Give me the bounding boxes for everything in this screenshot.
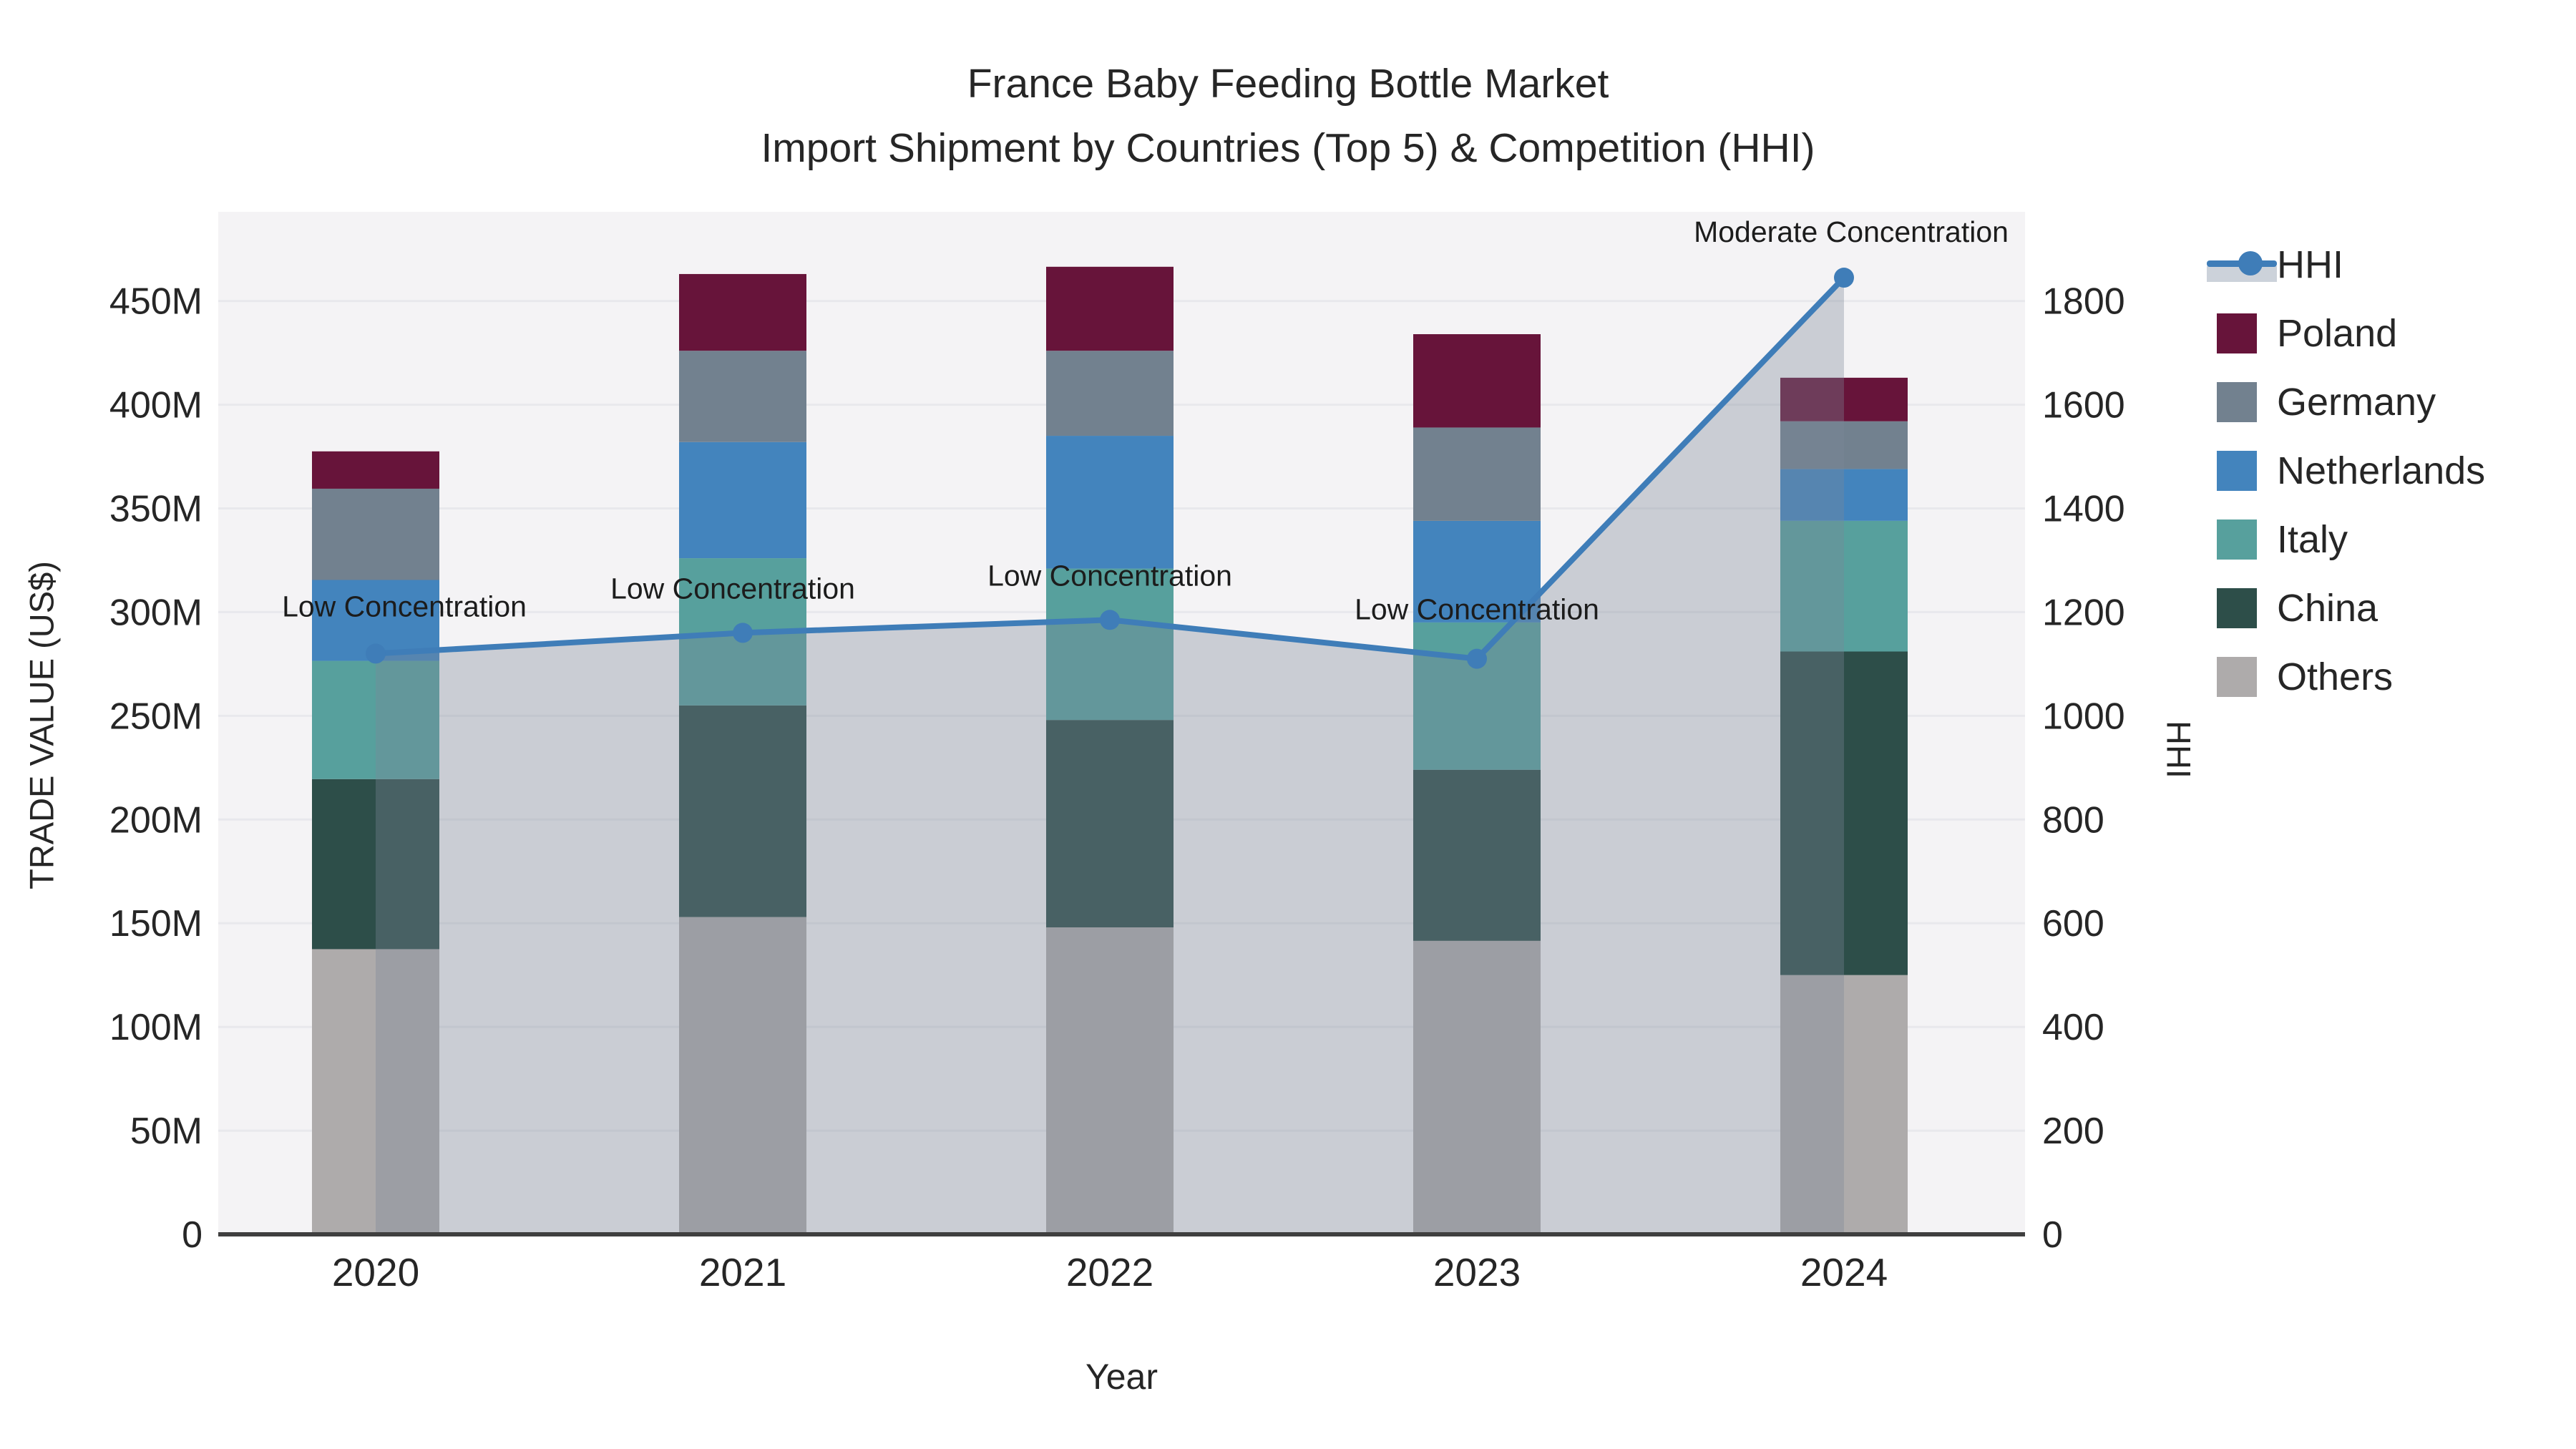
bar-segment-others-2022[interactable]: [1046, 927, 1174, 1234]
y-left-tick-label: 400M: [109, 385, 203, 426]
chart-legend: HHI Poland Germany Netherlands Italy China Oth…: [2207, 230, 2485, 711]
x-tick-label-2022: 2022: [1066, 1250, 1153, 1294]
bar-segment-italy-2023[interactable]: [1413, 622, 1541, 770]
legend-label: HHI: [2277, 243, 2343, 286]
y-left-tick-label: 450M: [109, 281, 203, 323]
bar-segment-netherlands-2022[interactable]: [1046, 436, 1174, 569]
legend-label: Netherlands: [2277, 449, 2486, 492]
y-left-tick-label: 300M: [109, 592, 203, 633]
legend-color-swatch: [2217, 451, 2257, 491]
annotation-2021: Low Concentration: [610, 572, 855, 605]
legend-item-others[interactable]: Others: [2217, 643, 2485, 711]
legend-item-poland[interactable]: Poland: [2217, 299, 2485, 368]
y-right-tick-label: 800: [2042, 799, 2104, 841]
hhi-marker-2020[interactable]: [366, 643, 386, 664]
bar-segment-netherlands-2021[interactable]: [679, 441, 806, 559]
annotation-2023: Low Concentration: [1355, 593, 1599, 626]
legend-item-germany[interactable]: Germany: [2217, 368, 2485, 436]
legend-color-swatch: [2217, 519, 2257, 560]
x-tick-label-2024: 2024: [1800, 1250, 1888, 1294]
y-right-tick-label: 400: [2042, 1007, 2104, 1048]
y-left-tick-label: 50M: [130, 1111, 203, 1152]
y-axis-right-title: HHI: [2160, 721, 2198, 779]
x-axis-title: Year: [1085, 1357, 1158, 1397]
y-axis-left-title: TRADE VALUE (US$): [22, 561, 61, 889]
bar-segment-poland-2023[interactable]: [1413, 334, 1541, 428]
y-right-tick-label: 1000: [2042, 696, 2125, 737]
bar-segment-germany-2022[interactable]: [1046, 351, 1174, 436]
chart-title-line1: France Baby Feeding Bottle Market: [967, 61, 1609, 107]
x-tick-label-2023: 2023: [1433, 1250, 1521, 1294]
y-right-tick-label: 0: [2042, 1214, 2063, 1256]
annotation-2020: Low Concentration: [282, 590, 527, 623]
legend-item-hhi[interactable]: HHI: [2207, 230, 2485, 299]
bar-segment-germany-2021[interactable]: [679, 351, 806, 442]
legend-item-china[interactable]: China: [2217, 574, 2485, 643]
legend-label: Germany: [2277, 381, 2436, 424]
bar-segment-china-2020[interactable]: [312, 779, 439, 950]
bar-segment-others-2021[interactable]: [679, 917, 806, 1234]
legend-color-swatch: [2217, 382, 2257, 422]
legend-label: Italy: [2277, 518, 2348, 561]
bar-segment-china-2022[interactable]: [1046, 720, 1174, 928]
bar-segment-poland-2022[interactable]: [1046, 266, 1174, 351]
bar-segment-netherlands-2024[interactable]: [1780, 469, 1908, 521]
legend-color-swatch: [2217, 588, 2257, 628]
hhi-marker-2023[interactable]: [1467, 648, 1487, 669]
y-left-tick-label: 200M: [109, 799, 203, 841]
y-right-tick-label: 200: [2042, 1111, 2104, 1152]
y-right-tick-label: 1800: [2042, 281, 2125, 323]
bar-segment-china-2021[interactable]: [679, 705, 806, 917]
hhi-marker-2021[interactable]: [733, 623, 753, 643]
bar-segment-poland-2020[interactable]: [312, 451, 439, 489]
y-left-tick-label: 0: [182, 1214, 203, 1256]
bar-segment-germany-2023[interactable]: [1413, 427, 1541, 521]
x-tick-label-2020: 2020: [332, 1250, 419, 1294]
bar-segment-germany-2020[interactable]: [312, 488, 439, 580]
legend-label: China: [2277, 587, 2379, 630]
legend-item-italy[interactable]: Italy: [2217, 505, 2485, 574]
bar-segment-china-2024[interactable]: [1780, 651, 1908, 975]
hhi-marker-2024[interactable]: [1834, 268, 1854, 288]
y-right-tick-label: 1600: [2042, 385, 2125, 426]
bar-segment-others-2023[interactable]: [1413, 940, 1541, 1234]
annotation-2024: Moderate Concentration: [1694, 215, 2009, 248]
bar-segment-netherlands-2023[interactable]: [1413, 520, 1541, 623]
y-left-tick-label: 350M: [109, 488, 203, 530]
y-right-tick-label: 1400: [2042, 488, 2125, 530]
bar-segment-italy-2020[interactable]: [312, 660, 439, 779]
legend-label: Poland: [2277, 312, 2398, 355]
bar-segment-italy-2024[interactable]: [1780, 520, 1908, 652]
bar-segment-italy-2022[interactable]: [1046, 568, 1174, 721]
hhi-marker-2022[interactable]: [1100, 610, 1120, 630]
bar-segment-others-2024[interactable]: [1780, 975, 1908, 1234]
y-left-tick-label: 150M: [109, 903, 203, 945]
legend-color-swatch: [2217, 313, 2257, 353]
bar-segment-germany-2024[interactable]: [1780, 421, 1908, 469]
legend-item-netherlands[interactable]: Netherlands: [2217, 436, 2485, 505]
hhi-area-fill: [376, 278, 1844, 1234]
legend-color-swatch: [2217, 657, 2257, 697]
bar-segment-china-2023[interactable]: [1413, 769, 1541, 941]
y-right-tick-label: 1200: [2042, 592, 2125, 633]
legend-hhi-swatch-icon: [2207, 245, 2277, 285]
y-right-tick-label: 600: [2042, 903, 2104, 945]
bar-segment-poland-2021[interactable]: [679, 273, 806, 351]
legend-label: Others: [2277, 655, 2394, 698]
annotation-2022: Low Concentration: [987, 559, 1232, 592]
chart-title: France Baby Feeding Bottle Market Import…: [0, 52, 2576, 180]
chart-title-line2: Import Shipment by Countries (Top 5) & C…: [761, 125, 1815, 171]
y-left-tick-label: 100M: [109, 1007, 203, 1048]
bar-segment-poland-2024[interactable]: [1780, 377, 1908, 421]
x-tick-label-2021: 2021: [699, 1250, 786, 1294]
bar-segment-others-2020[interactable]: [312, 949, 439, 1234]
y-left-tick-label: 250M: [109, 696, 203, 737]
